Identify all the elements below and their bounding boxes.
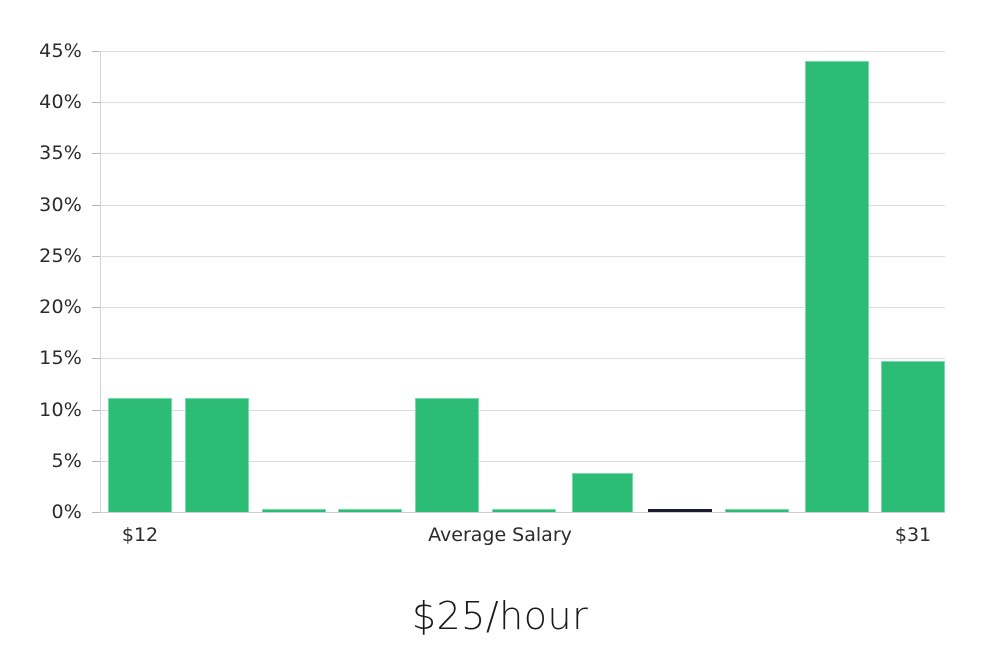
gridline — [100, 358, 945, 360]
bar — [108, 398, 172, 512]
y-axis-tick-mark — [92, 204, 100, 206]
y-axis-tick-label: 15% — [39, 347, 82, 370]
y-axis-tick-mark — [92, 51, 100, 52]
bar — [805, 61, 869, 512]
x-axis-labels: Average Salary $12 $31 — [0, 524, 1000, 558]
gridline — [100, 204, 945, 206]
bar — [881, 361, 945, 512]
y-axis-tick-label: 30% — [39, 193, 82, 216]
bar — [725, 509, 789, 512]
bar — [648, 509, 712, 512]
y-axis-tick-label: 5% — [51, 449, 82, 472]
y-axis-tick-label: 25% — [39, 244, 82, 267]
y-axis-tick-mark — [92, 153, 100, 155]
x-axis-tick-label: $12 — [121, 524, 159, 546]
bar — [185, 398, 249, 512]
y-axis-spine — [100, 51, 101, 512]
gridline — [100, 255, 945, 257]
bar-chart: 0% 5% 10% 15% 20% 25% 30% 35% 40% 45% Average Sal… — [0, 40, 1000, 558]
gridline — [100, 102, 945, 104]
y-axis-tick-label: 0% — [51, 501, 82, 523]
gridline — [100, 512, 945, 513]
y-axis-tick-mark — [92, 409, 100, 411]
bar — [492, 509, 556, 512]
y-axis-tick-label: 20% — [39, 296, 82, 319]
chart-caption: $25/hour — [411, 594, 589, 638]
bar — [415, 398, 479, 512]
y-axis-tick-labels: 0% 5% 10% 15% 20% 25% 30% 35% 40% 45% — [24, 40, 82, 523]
y-axis-tick-mark — [92, 358, 100, 360]
gridline — [100, 307, 945, 309]
y-axis-tick-mark — [92, 512, 100, 513]
x-axis-title: Average Salary — [428, 524, 572, 546]
gridline — [100, 153, 945, 155]
gridline — [100, 409, 945, 411]
plot-area — [100, 51, 945, 513]
y-axis-tick-label: 40% — [39, 91, 82, 114]
y-axis-tick-mark — [92, 102, 100, 104]
y-axis-tick-mark — [92, 460, 100, 462]
y-axis-tick-label: 45% — [39, 40, 82, 62]
bar — [338, 509, 402, 512]
y-axis-tick-label: 35% — [39, 142, 82, 165]
gridline — [100, 460, 945, 462]
y-axis-tick-marks — [0, 51, 100, 513]
x-axis-tick-label: $31 — [894, 524, 932, 546]
y-axis-tick-mark — [92, 307, 100, 309]
bar — [262, 509, 326, 512]
gridline — [100, 51, 945, 52]
y-axis-tick-label: 10% — [39, 398, 82, 421]
y-axis-tick-mark — [92, 255, 100, 257]
bar — [572, 473, 633, 512]
